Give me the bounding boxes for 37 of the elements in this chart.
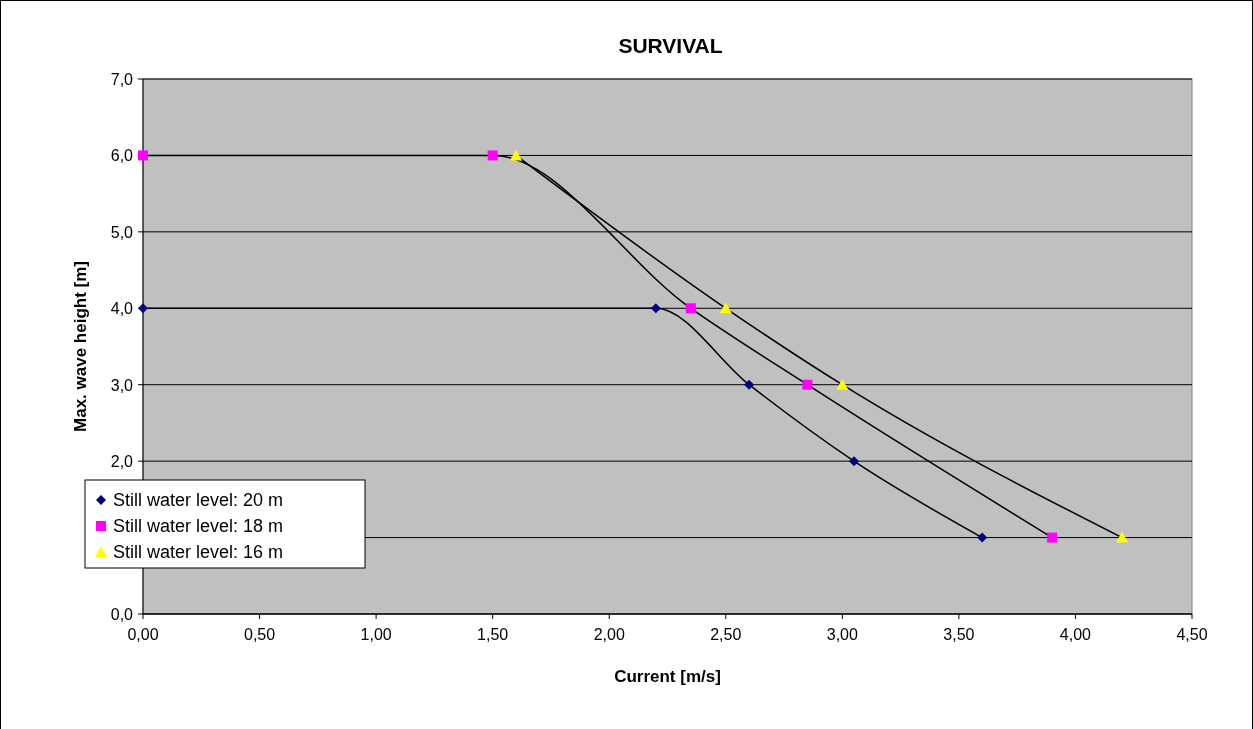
x-tick-label: 3,50 [943,626,975,643]
point [487,150,498,161]
chart-title: SURVIVAL [618,34,723,57]
y-tick-label: 2,0 [110,453,134,471]
y-tick-label: 3,0 [110,376,134,394]
point [685,303,696,314]
y-tick-label: 6,0 [110,147,134,165]
point [1047,532,1058,543]
point [848,456,859,467]
x-tick-label: 0,00 [127,626,159,643]
x-tick-label: 3,00 [826,626,859,643]
point [509,149,522,161]
y-tick-label: 7,0 [110,71,134,88]
y-axis-title: Max. wave height [m] [71,261,90,432]
point [650,303,661,314]
y-tick-label: 0,0 [110,606,134,623]
x-tick-label: 2,50 [710,626,742,643]
x-tick-label: 4,00 [1059,626,1092,643]
y-tick-label: 4,0 [110,300,134,318]
legend-label: Still water level: 16 m [113,542,284,562]
x-tick-label: 1,50 [477,626,509,643]
point [977,532,988,543]
point [719,302,732,314]
point [802,379,813,390]
point [836,378,849,390]
x-tick-label: 0,50 [243,626,276,643]
legend-label: Still water level: 18 m [113,516,284,536]
x-axis-title: Current [m/s] [614,667,721,686]
x-tick-label: 2,00 [593,626,625,643]
point [138,150,148,161]
point [744,379,755,390]
point [138,303,148,314]
x-tick-label: 4,50 [1176,626,1208,643]
x-tick-label: 1,00 [360,626,392,643]
y-tick-label: 5,0 [110,223,134,241]
legend-label: Still water level: 20 m [113,490,284,510]
point [1116,531,1129,543]
